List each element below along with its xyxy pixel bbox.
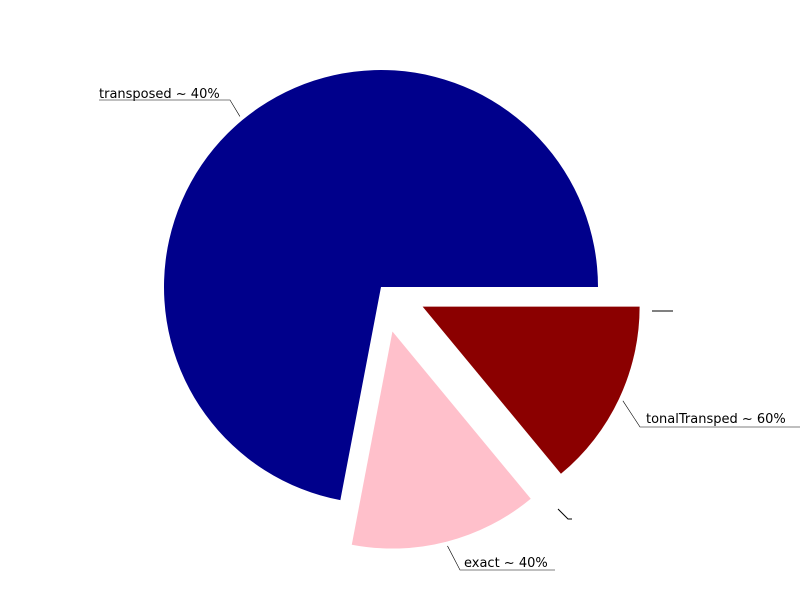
leader-line-3 xyxy=(622,400,800,428)
leader-line-2 xyxy=(447,545,555,571)
slice-label-1: transposed ~ 40% xyxy=(99,87,220,102)
slice-labels: transposed ~ 40% exact ~ 40% tonalTransped… xyxy=(99,87,786,571)
pie-slice-2 xyxy=(351,331,531,549)
slice-label-3: tonalTransped ~ 60% xyxy=(646,412,786,427)
pie-slices xyxy=(164,70,640,549)
pie-slice-1 xyxy=(164,70,598,501)
slice-label-2: exact ~ 40% xyxy=(464,556,548,571)
pie-slice-3 xyxy=(422,306,640,474)
leader-line-1 xyxy=(99,99,241,117)
tick-mark-2 xyxy=(557,508,572,520)
leader-lines xyxy=(99,99,800,571)
